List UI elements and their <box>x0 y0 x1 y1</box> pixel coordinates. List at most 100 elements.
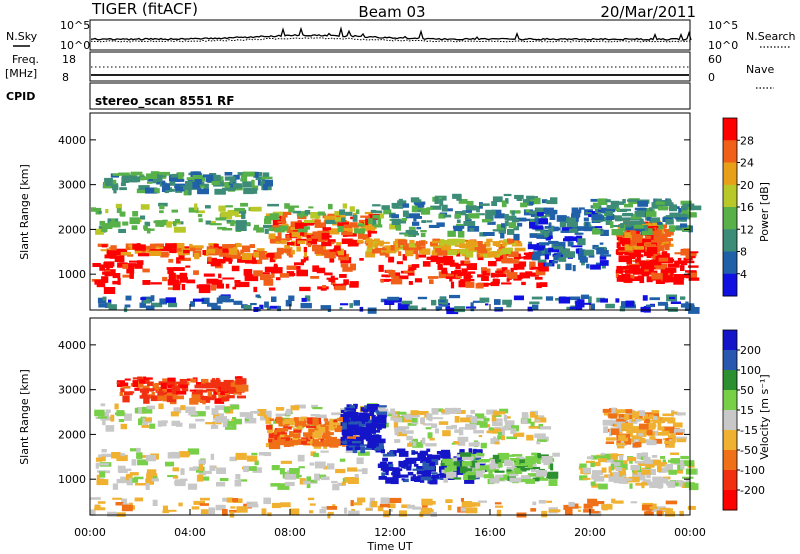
scatter-cell <box>672 213 679 218</box>
scatter-cell <box>291 231 300 238</box>
scatter-cell <box>616 234 624 237</box>
scatter-cell <box>494 470 505 473</box>
scatter-cell <box>374 446 384 451</box>
scatter-cell <box>368 223 372 229</box>
scatter-cell <box>277 483 290 490</box>
scatter-cell <box>366 423 376 429</box>
scatter-cell <box>358 232 362 235</box>
scatter-cell <box>421 437 426 445</box>
scatter-cell <box>565 509 573 516</box>
scatter-cell <box>348 510 360 516</box>
scatter-cell <box>357 497 366 503</box>
scatter-cell <box>537 261 547 267</box>
scatter-cell <box>477 467 483 474</box>
scatter-cell <box>608 475 620 482</box>
scatter-cell <box>220 211 229 218</box>
scatter-cell <box>190 301 195 307</box>
scatter-cell <box>246 503 259 508</box>
scatter-cell <box>359 306 364 312</box>
scatter-cell <box>171 385 180 392</box>
scatter-cell <box>503 414 508 422</box>
scatter-cell <box>482 232 495 236</box>
scatter-cell <box>465 423 477 430</box>
scatter-cell <box>280 435 291 441</box>
scatter-cell <box>176 381 186 385</box>
scatter-cell <box>557 264 561 269</box>
scatter-cell <box>388 256 395 263</box>
scatter-cell <box>516 199 523 201</box>
scatter-cell <box>103 223 115 228</box>
scatter-cell <box>290 425 294 428</box>
scatter-cell <box>294 404 306 409</box>
scatter-cell <box>662 240 670 244</box>
scatter-cell <box>426 413 432 420</box>
scatter-cell <box>581 260 585 266</box>
scatter-cell <box>687 505 696 510</box>
scatter-cell <box>343 411 353 417</box>
scatter-cell <box>358 430 370 435</box>
scatter-cell <box>344 414 355 418</box>
scatter-cell <box>132 211 139 217</box>
scatter-cell <box>478 435 483 438</box>
scatter-cell <box>150 282 162 285</box>
scatter-cell <box>374 438 381 442</box>
scatter-cell <box>251 452 258 456</box>
scatter-cell <box>356 457 364 465</box>
scatter-cell <box>492 196 503 203</box>
scatter-cell <box>177 248 182 252</box>
scatter-cell <box>619 224 631 228</box>
x-axis-label: Time UT <box>366 540 412 553</box>
scatter-cell <box>201 378 209 384</box>
scatter-cell <box>431 250 441 256</box>
scatter-cell <box>670 272 674 276</box>
scatter-cell <box>159 222 164 227</box>
scatter-cell <box>530 466 541 470</box>
scatter-cell <box>635 254 644 258</box>
scatter-cell <box>476 206 480 213</box>
scatter-cell <box>308 418 319 426</box>
scatter-cell <box>396 261 403 265</box>
scatter-cell <box>346 404 352 410</box>
scatter-cell <box>277 305 281 312</box>
scatter-cell <box>548 479 558 486</box>
scatter-cell <box>185 181 196 188</box>
scatter-cell <box>268 287 276 291</box>
scatter-cell <box>546 500 552 503</box>
scatter-cell <box>600 254 612 257</box>
scatter-cell <box>331 419 338 424</box>
colorbar-tick-label: 4 <box>740 268 747 281</box>
scatter-cell <box>185 406 196 413</box>
scatter-cell <box>344 417 349 421</box>
scatter-cell <box>196 474 204 482</box>
scatter-cell <box>496 509 502 517</box>
scatter-cell <box>499 240 504 243</box>
scatter-cell <box>453 227 463 232</box>
scatter-cell <box>422 503 428 508</box>
scatter-cell <box>640 260 646 263</box>
scatter-cell <box>328 249 337 254</box>
scatter-cell <box>210 425 219 429</box>
scatter-cell <box>250 188 258 194</box>
scatter-cell <box>479 251 485 257</box>
scatter-cell <box>605 218 613 225</box>
scatter-cell <box>310 212 321 219</box>
scatter-cell <box>617 201 625 205</box>
scatter-cell <box>586 460 595 464</box>
scatter-cell <box>113 183 119 189</box>
scatter-cell <box>497 432 503 435</box>
scatter-cell <box>416 411 429 415</box>
scatter-cell <box>183 189 192 196</box>
scatter-cell <box>657 465 662 472</box>
scatter-cell <box>166 221 172 228</box>
scatter-cell <box>376 419 385 422</box>
scatter-cell <box>622 199 626 204</box>
velocity-ylabel: Slant Range [km] <box>18 369 31 465</box>
scatter-cell <box>120 387 125 393</box>
scatter-cell <box>140 204 150 210</box>
scatter-cell <box>271 296 277 302</box>
scatter-cell <box>588 211 599 218</box>
scatter-cell <box>236 389 244 393</box>
scatter-cell <box>494 307 502 311</box>
scatter-cell <box>632 411 640 419</box>
scatter-cell <box>625 300 635 307</box>
